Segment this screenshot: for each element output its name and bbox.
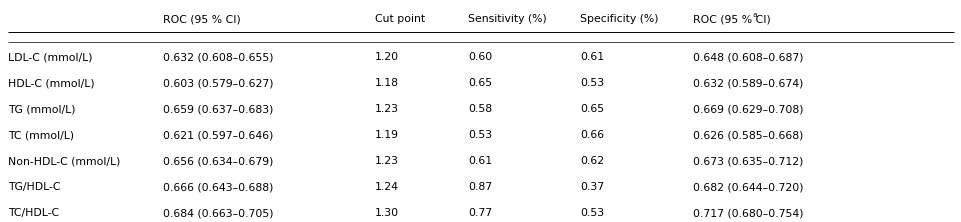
Text: Specificity (%): Specificity (%): [579, 14, 658, 24]
Text: 0.659 (0.637–0.683): 0.659 (0.637–0.683): [162, 104, 273, 114]
Text: 1.23: 1.23: [375, 104, 399, 114]
Text: 1.20: 1.20: [375, 52, 399, 62]
Text: 0.669 (0.629–0.708): 0.669 (0.629–0.708): [692, 104, 802, 114]
Text: 0.648 (0.608–0.687): 0.648 (0.608–0.687): [692, 52, 802, 62]
Text: 1.24: 1.24: [375, 182, 399, 192]
Text: 1.30: 1.30: [375, 208, 399, 218]
Text: 0.77: 0.77: [467, 208, 492, 218]
Text: 1.23: 1.23: [375, 156, 399, 166]
Text: 1.18: 1.18: [375, 78, 399, 88]
Text: 0.53: 0.53: [579, 78, 604, 88]
Text: a: a: [752, 12, 756, 18]
Text: 0.684 (0.663–0.705): 0.684 (0.663–0.705): [162, 208, 273, 218]
Text: TG/HDL-C: TG/HDL-C: [8, 182, 61, 192]
Text: 0.717 (0.680–0.754): 0.717 (0.680–0.754): [692, 208, 802, 218]
Text: 0.53: 0.53: [579, 208, 604, 218]
Text: 0.65: 0.65: [467, 78, 492, 88]
Text: 0.61: 0.61: [467, 156, 492, 166]
Text: TG (mmol/L): TG (mmol/L): [8, 104, 75, 114]
Text: 0.632 (0.608–0.655): 0.632 (0.608–0.655): [162, 52, 273, 62]
Text: 0.60: 0.60: [467, 52, 492, 62]
Text: 0.682 (0.644–0.720): 0.682 (0.644–0.720): [692, 182, 802, 192]
Text: Cut point: Cut point: [375, 14, 425, 24]
Text: 0.87: 0.87: [467, 182, 492, 192]
Text: 0.65: 0.65: [579, 104, 604, 114]
Text: TC/HDL-C: TC/HDL-C: [8, 208, 59, 218]
Text: HDL-C (mmol/L): HDL-C (mmol/L): [8, 78, 94, 88]
Text: 0.37: 0.37: [579, 182, 604, 192]
Text: 0.53: 0.53: [467, 130, 492, 140]
Text: 0.61: 0.61: [579, 52, 604, 62]
Text: TC (mmol/L): TC (mmol/L): [8, 130, 74, 140]
Text: Non-HDL-C (mmol/L): Non-HDL-C (mmol/L): [8, 156, 120, 166]
Text: 0.58: 0.58: [467, 104, 492, 114]
Text: 0.603 (0.579–0.627): 0.603 (0.579–0.627): [162, 78, 273, 88]
Text: 0.632 (0.589–0.674): 0.632 (0.589–0.674): [692, 78, 802, 88]
Text: 0.626 (0.585–0.668): 0.626 (0.585–0.668): [692, 130, 802, 140]
Text: Sensitivity (%): Sensitivity (%): [467, 14, 546, 24]
Text: 0.66: 0.66: [579, 130, 604, 140]
Text: 0.666 (0.643–0.688): 0.666 (0.643–0.688): [162, 182, 273, 192]
Text: ROC (95 % CI): ROC (95 % CI): [162, 14, 240, 24]
Text: 0.656 (0.634–0.679): 0.656 (0.634–0.679): [162, 156, 273, 166]
Text: 0.62: 0.62: [579, 156, 604, 166]
Text: 0.673 (0.635–0.712): 0.673 (0.635–0.712): [692, 156, 802, 166]
Text: LDL-C (mmol/L): LDL-C (mmol/L): [8, 52, 92, 62]
Text: 0.621 (0.597–0.646): 0.621 (0.597–0.646): [162, 130, 273, 140]
Text: 1.19: 1.19: [375, 130, 399, 140]
Text: ROC (95 % CI): ROC (95 % CI): [692, 14, 770, 24]
